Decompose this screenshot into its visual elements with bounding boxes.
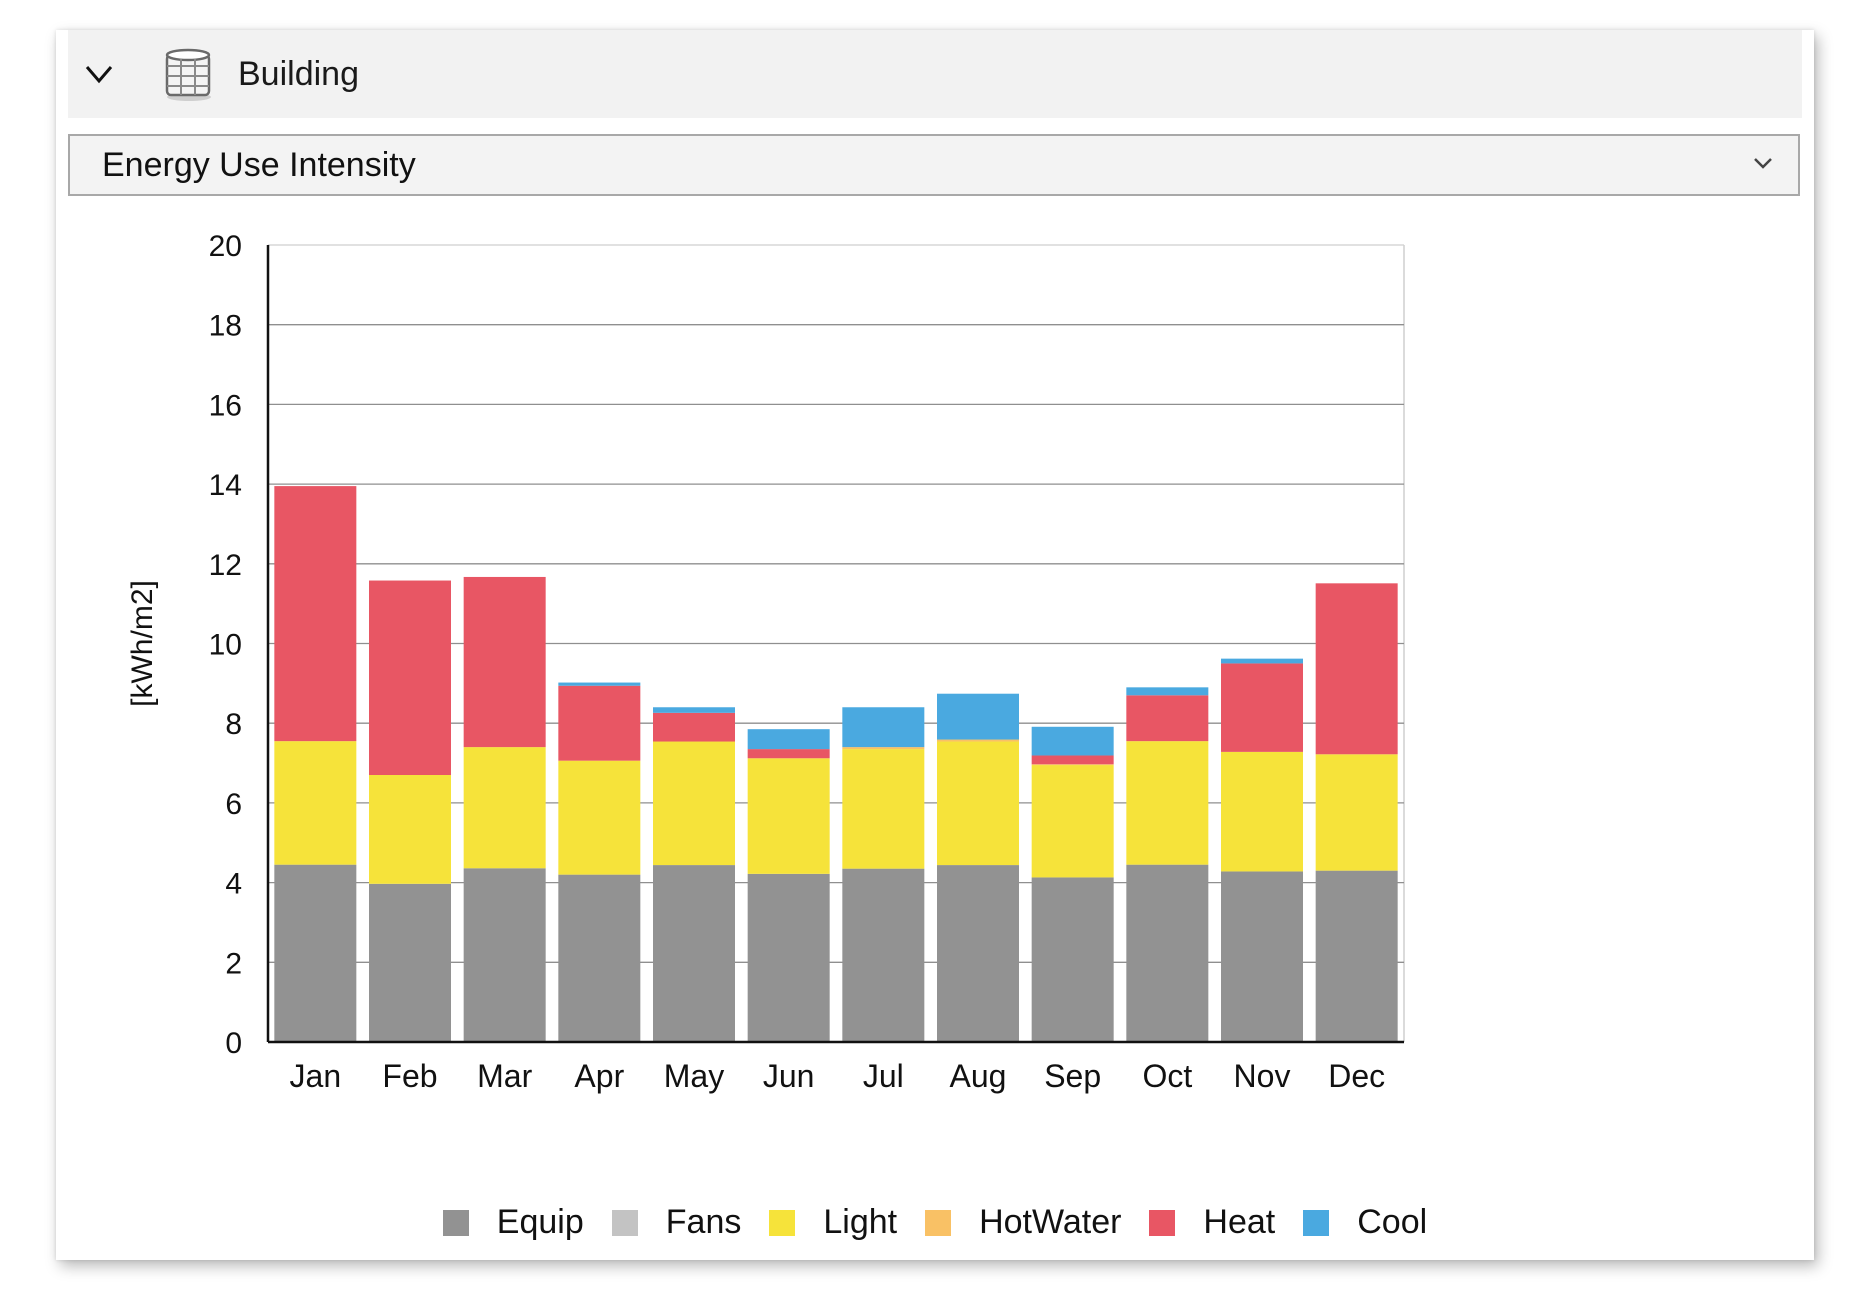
bar-segment-light-feb [369,775,451,884]
bar-segment-cool-apr [558,682,641,686]
bar-segment-heat-may [653,712,735,742]
chevron-down-icon[interactable] [1750,150,1776,176]
x-tick-label: May [664,1058,724,1094]
bar-segment-cool-may [653,707,735,713]
bar-segment-light-aug [937,741,1019,866]
x-tick-label: Jul [863,1058,904,1094]
y-tick-label: 18 [209,310,242,343]
bar-segment-equip-sep [1031,877,1114,1042]
bar-segment-light-dec [1315,754,1398,871]
bar-segment-equip-oct [1126,864,1209,1042]
bar-segment-equip-feb [369,883,451,1042]
metric-select[interactable]: Energy Use Intensity [68,134,1800,196]
bar-segment-equip-mar [463,868,546,1042]
bar-segment-hotwater-jul [842,747,925,750]
y-tick-label: 0 [225,1027,242,1060]
legend-swatch [442,1209,469,1236]
legend-item-hotwater[interactable]: HotWater [925,1203,1121,1242]
legend-item-light[interactable]: Light [769,1203,897,1242]
bar-segment-cool-aug [937,693,1019,740]
bar-segment-light-jun [747,758,830,874]
legend-label: Light [823,1203,898,1241]
bar-segment-equip-jul [842,868,925,1042]
legend-item-heat[interactable]: Heat [1149,1203,1275,1242]
y-tick-label: 20 [209,230,242,263]
bar-segment-hotwater-aug [937,739,1019,742]
panel-title: Building [238,54,359,93]
legend-swatch [925,1209,952,1236]
y-tick-label: 2 [225,947,242,980]
panel-header[interactable]: Building [68,30,1802,118]
bar-segment-equip-nov [1221,871,1303,1042]
y-tick-label: 16 [209,389,242,422]
y-tick-label: 6 [225,788,242,821]
bar-segment-light-jan [274,741,357,865]
bar-segment-light-oct [1126,741,1209,865]
x-tick-label: Nov [1234,1058,1291,1094]
bar-segment-light-nov [1221,751,1303,872]
legend-label: HotWater [979,1203,1122,1241]
x-tick-label: Mar [477,1058,532,1094]
legend-swatch [769,1209,796,1236]
bar-segment-equip-jun [747,873,830,1042]
bar-segment-equip-dec [1315,870,1398,1042]
bar-segment-equip-aug [937,865,1019,1042]
bar-segment-equip-jan [274,864,357,1042]
legend-item-fans[interactable]: Fans [611,1203,742,1242]
bar-segment-cool-oct [1126,687,1209,696]
x-tick-label: Dec [1328,1058,1385,1094]
x-tick-label: Jun [763,1058,815,1094]
energy-use-chart: 0 2 4 6 8 10 12 14 16 18 20 Jan Feb Mar Apr May Jun Jul Au… [126,230,1405,1094]
legend-swatch [611,1209,638,1236]
bar-segment-heat-apr [558,685,641,761]
legend-label: Fans [665,1203,742,1241]
bar-segment-light-apr [558,760,641,875]
legend-label: Cool [1357,1203,1428,1241]
legend-swatch [1303,1209,1330,1236]
legend-label: Equip [496,1203,584,1241]
legend-swatch [1149,1209,1176,1236]
y-axis-label: [kWh/m2] [126,580,159,707]
x-tick-label: Apr [574,1058,624,1094]
y-tick-label: 10 [209,629,242,662]
bar-segment-cool-jun [747,729,830,750]
bar-segment-equip-apr [558,874,641,1042]
legend-item-cool[interactable]: Cool [1303,1203,1427,1242]
bar-segment-cool-jul [842,707,925,748]
bar-segment-heat-sep [1031,755,1114,765]
x-tick-label: Oct [1142,1058,1192,1094]
x-tick-label: Jan [290,1058,342,1094]
y-tick-label: 4 [225,868,242,901]
chevron-down-icon[interactable] [84,59,114,89]
chart-legend: Equip Fans Light HotWater Heat Cool [56,1203,1814,1242]
bar-segment-light-may [653,741,735,866]
bar-segment-heat-feb [369,580,451,776]
x-tick-label: Feb [382,1058,437,1094]
legend-label: Heat [1203,1203,1276,1241]
y-tick-label: 12 [209,549,242,582]
bar-segment-heat-oct [1126,695,1209,742]
bar-segment-heat-jun [747,749,830,759]
metric-select-value: Energy Use Intensity [102,145,416,184]
y-tick-label: 8 [225,708,242,741]
y-tick-label: 14 [209,469,242,502]
bar-segment-light-sep [1031,765,1114,878]
x-tick-label: Aug [950,1058,1007,1094]
building-icon [158,45,216,103]
legend-item-equip[interactable]: Equip [442,1203,584,1242]
bar-segment-heat-mar [463,576,546,748]
bar-segment-heat-nov [1221,663,1303,752]
x-tick-label: Sep [1044,1058,1101,1094]
bar-segment-light-jul [842,749,925,869]
bar-segment-heat-dec [1315,583,1398,755]
bar-segment-equip-may [653,865,735,1042]
bar-segment-cool-nov [1221,658,1303,664]
bar-segment-light-mar [463,747,546,869]
bar-segment-cool-sep [1031,726,1114,756]
building-panel: Building Energy Use Intensity 0 2 4 6 8 10 12 1… [56,30,1814,1260]
bar-segment-hotwater-sep [1031,764,1114,766]
bar-segment-heat-jan [274,486,357,742]
